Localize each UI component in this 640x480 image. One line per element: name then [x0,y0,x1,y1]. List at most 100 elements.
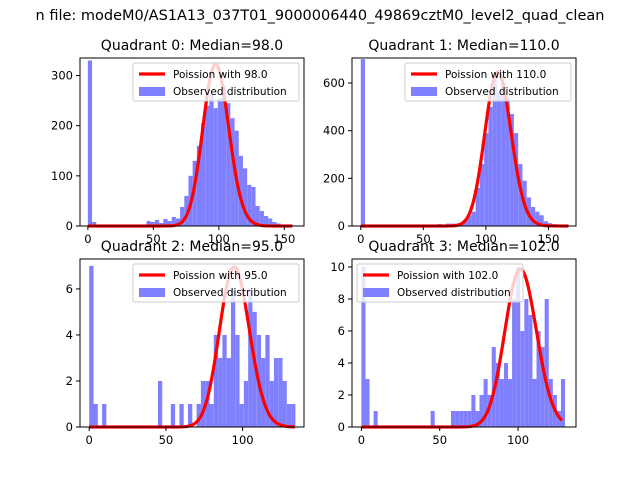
histogram-bar [455,411,460,427]
subplot-title: Quadrant 1: Median=110.0 [368,38,559,54]
histogram-bar [273,357,279,427]
histogram-bar [255,205,260,226]
histogram-bar [360,59,366,226]
y-tick-label: 200 [323,171,345,185]
y-tick-label: 0 [338,420,345,434]
legend-label-poisson: Poission with 110.0 [445,69,546,81]
histogram-bar [179,403,184,427]
histogram-bar [536,331,541,427]
histogram-bar [475,187,480,226]
histogram-bar [217,98,222,226]
y-tick-label: 0 [338,219,345,233]
histogram-bar [543,221,548,226]
histogram-bar [467,411,472,427]
x-tick-label: 150 [273,232,295,246]
axes-frame [79,57,305,227]
histogram-bar [512,299,517,427]
histogram-bar [238,155,243,226]
legend-bar-swatch [363,288,389,297]
histogram-bar [146,220,151,226]
histogram-bar [516,267,521,427]
histogram-bar [524,299,529,427]
histogram-bar [509,114,514,226]
histogram-bar [269,380,274,427]
histogram-bar [209,403,214,427]
histogram-bar [488,106,493,226]
histogram-bar [492,75,497,226]
histogram-bar [188,403,193,427]
legend-label-observed: Observed distribution [397,287,511,299]
y-tick-label: 400 [323,124,345,138]
y-tick-label: 600 [323,76,345,90]
histogram-bar [201,123,206,226]
legend-label-observed: Observed distribution [445,86,559,98]
histogram-bar [251,186,256,226]
histogram-bar [540,347,545,427]
histogram-bar [539,215,544,226]
subplot-title: Quadrant 2: Median=95.0 [101,239,283,255]
x-tick-label: 100 [475,232,497,246]
legend-label-observed: Observed distribution [173,287,287,299]
histogram-bar [163,218,168,226]
histogram-bar [560,379,566,427]
histogram-bar [365,379,370,427]
histogram-bar [373,411,378,427]
histogram-bar [272,221,277,226]
histogram-bar [430,411,435,427]
histogram-bar [282,380,287,427]
histogram-bar [200,380,206,427]
histogram-bar [213,334,219,427]
histogram-bar [484,133,489,226]
histogram-bar [243,380,249,427]
x-tick-label: 0 [84,232,91,246]
histogram-bar [102,403,107,427]
x-tick-label: 50 [416,232,431,246]
histogram-bar [239,403,244,427]
histogram-bar [226,357,231,427]
legend: Poission with 98.0 Observed distribution [132,62,300,102]
histogram-bar [496,92,502,226]
histogram-bar [499,379,504,427]
legend-box [356,263,524,303]
histogram-bar [192,160,197,226]
histogram-bar [450,411,456,427]
histogram-bar [501,83,506,227]
x-tick-label: 50 [159,433,174,447]
histogram-bar [471,395,476,427]
histogram-bar [503,363,509,427]
histogram-bar [170,403,176,427]
subplot-1: 0 50 100 150 0 200 400 600 Quadrant 1: Median=11… [323,38,577,246]
y-tick-label: 100 [51,169,73,183]
histogram-bar [222,334,227,427]
x-tick-label: 50 [432,433,447,447]
histogram-bar [154,219,160,226]
axes-frame [79,258,305,428]
y-tick-label: 6 [66,282,73,296]
histogram-bar [535,211,540,226]
histogram-bar [93,403,98,427]
legend-label-poisson: Poission with 95.0 [173,270,268,282]
histogram-bar [475,411,480,427]
histogram-bar [218,357,223,427]
legend-label-poisson: Poission with 98.0 [173,69,268,81]
y-tick-label: 2 [66,374,73,388]
histogram-bar [157,380,163,427]
histogram-bar [247,184,252,226]
histogram-bar [209,93,214,226]
legend-bar-swatch [139,87,165,96]
histogram-bar [235,334,240,427]
legend: Poission with 110.0 Observed distribution [404,62,572,102]
histogram-bar [261,357,266,427]
histogram-bar [508,379,513,427]
histogram-bar [505,97,510,226]
legend: Poission with 95.0 Observed distribution [132,263,300,303]
legend: Poission with 102.0 Observed distribution [356,263,524,303]
histogram-bar [268,218,273,226]
histogram-bar [265,334,270,427]
legend-bar-swatch [139,288,165,297]
x-tick-label: 0 [358,433,365,447]
y-tick-label: 300 [51,69,73,83]
legend-box [404,62,572,102]
histogram-bar [361,267,366,427]
